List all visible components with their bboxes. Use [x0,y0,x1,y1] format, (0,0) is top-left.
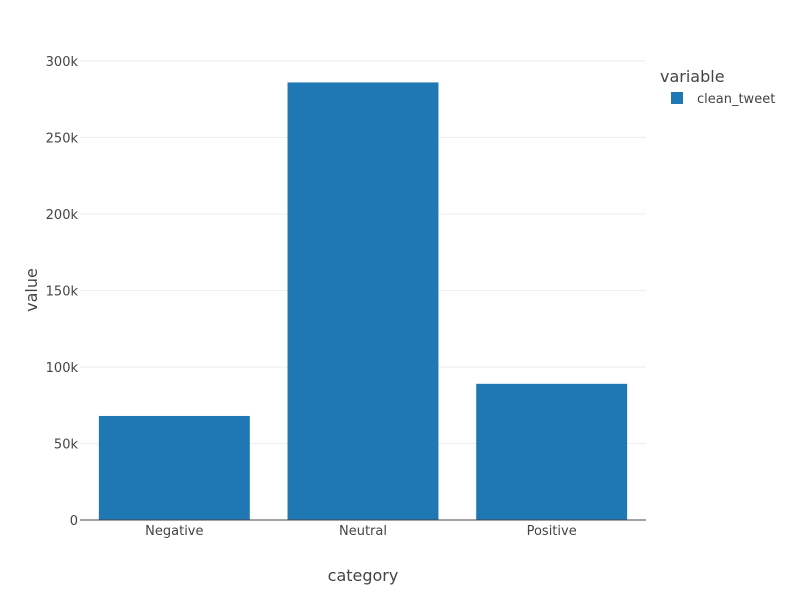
legend-items: clean_tweet [671,92,775,107]
y-tick-label: 50k [54,438,79,453]
y-tick-label: 100k [46,361,79,376]
y-axis-title: value [22,268,41,312]
x-tick-labels: Negative Neutral Positive [145,524,577,539]
bars [98,82,628,521]
y-tick-label: 150k [46,285,79,300]
y-tick-label: 200k [46,208,79,223]
y-tick-label: 300k [46,55,79,70]
legend-swatch[interactable] [671,92,683,104]
y-tick-labels: 0 50k 100k 150k 200k 250k 300k [46,55,79,529]
legend-title: variable [660,67,725,86]
legend[interactable]: variable clean_tweet [660,67,775,107]
x-axis-title: category [328,566,399,585]
x-tick-label: Neutral [339,524,387,539]
bar-negative[interactable] [98,415,250,520]
bar-positive[interactable] [476,383,628,520]
bar-neutral[interactable] [287,82,439,521]
y-tick-label: 250k [46,132,79,147]
x-tick-label: Negative [145,524,203,539]
x-tick-label: Positive [527,524,577,539]
legend-label[interactable]: clean_tweet [697,92,775,107]
y-tick-label: 0 [70,514,78,529]
